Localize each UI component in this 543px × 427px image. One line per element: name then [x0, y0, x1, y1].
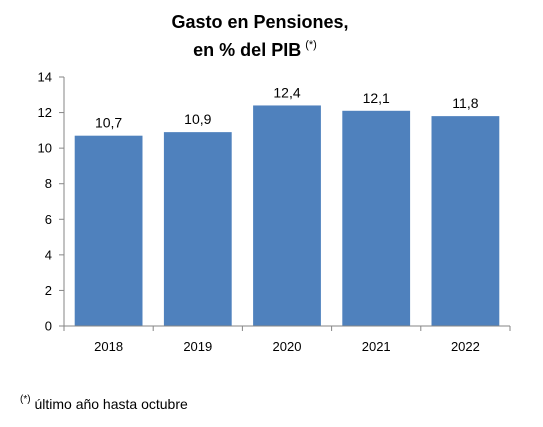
- chart-title-line2: en % del PIB (*): [193, 39, 317, 60]
- bar: [253, 105, 321, 326]
- bars-group: 10,7 10,9 12,4 12,1 11,8: [74, 84, 500, 327]
- x-tick-label: 2020: [273, 339, 302, 354]
- x-axis: 2018 2019 2020 2021 2022: [63, 325, 511, 354]
- bar-value-label: 11,8: [452, 95, 478, 111]
- chart-title-line2-text: en % del PIB: [193, 40, 301, 60]
- bar-chart: Gasto en Pensiones, en % del PIB (*) 0 2 4 6…: [38, 12, 511, 354]
- y-tick-label: 10: [38, 141, 52, 156]
- bar-value-label: 10,7: [95, 115, 122, 131]
- bar-value-label: 12,4: [273, 84, 300, 100]
- bar-value-label: 12,1: [363, 90, 390, 106]
- bar-value-label: 10,9: [184, 111, 211, 127]
- y-tick-label: 6: [45, 212, 52, 227]
- chart-title-marker: (*): [305, 39, 317, 51]
- x-tick-label: 2019: [183, 339, 212, 354]
- footnote: (*) último año hasta octubre: [20, 394, 188, 412]
- bar: [163, 132, 232, 326]
- y-tick-label: 14: [38, 70, 52, 85]
- bar: [431, 116, 500, 326]
- chart-title-line1: Gasto en Pensiones,: [171, 12, 348, 32]
- x-tick-label: 2022: [451, 339, 480, 354]
- y-tick-label: 4: [45, 247, 52, 262]
- y-tick-label: 2: [45, 283, 52, 298]
- y-axis: 0 2 4 6 8 10 12 14: [38, 70, 65, 334]
- y-tick-label: 8: [45, 176, 52, 191]
- bar: [342, 110, 411, 327]
- bar: [74, 135, 143, 326]
- x-tick-label: 2021: [362, 339, 391, 354]
- y-tick-label: 12: [38, 105, 52, 120]
- x-tick-label: 2018: [94, 339, 123, 354]
- footnote-marker: (*): [20, 394, 31, 405]
- footnote-text: último año hasta octubre: [34, 396, 188, 412]
- y-tick-label: 0: [45, 319, 52, 334]
